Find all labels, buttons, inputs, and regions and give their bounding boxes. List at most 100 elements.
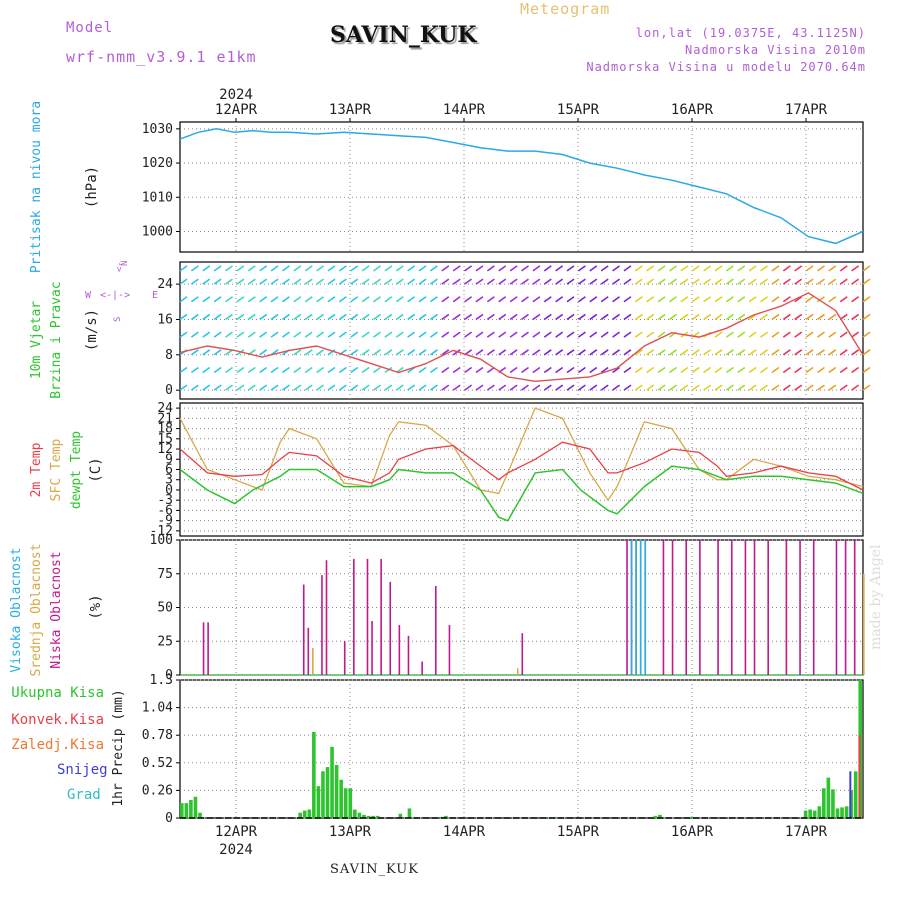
wind-barb bbox=[486, 331, 495, 338]
wind-barb bbox=[817, 313, 825, 321]
top-day-label: 17APR bbox=[785, 102, 828, 118]
wind-barb bbox=[304, 331, 313, 338]
wind-barb bbox=[657, 313, 666, 321]
wind-barb bbox=[270, 366, 279, 374]
wind-barb bbox=[794, 265, 803, 272]
wind-barb bbox=[748, 384, 757, 391]
top-day-label: 15APR bbox=[557, 102, 600, 118]
precip-bar bbox=[849, 771, 852, 818]
wind-barb bbox=[782, 366, 791, 374]
wind-barb bbox=[828, 349, 837, 356]
wind-barb bbox=[589, 313, 598, 321]
wind-barb bbox=[577, 265, 586, 272]
wind-barb bbox=[498, 384, 507, 391]
wind-barb bbox=[748, 296, 757, 303]
wind-barb bbox=[202, 366, 211, 374]
wind-barb bbox=[623, 384, 632, 391]
wind-barb bbox=[225, 265, 233, 272]
wind-barb bbox=[657, 349, 666, 356]
top-year-label: 2024 bbox=[219, 87, 253, 103]
wind-barb bbox=[225, 313, 233, 321]
bottom-day-label: 16APR bbox=[671, 824, 714, 840]
wind-barb bbox=[418, 366, 427, 374]
panel-frame-pressure bbox=[179, 121, 864, 253]
cloud-unit-label: (%) bbox=[88, 594, 104, 619]
wind-barb bbox=[748, 349, 757, 356]
precip-bar bbox=[835, 808, 840, 818]
wind-barb bbox=[179, 278, 188, 285]
wind-barb bbox=[350, 278, 359, 285]
wind-barb bbox=[190, 331, 199, 338]
cloud-bar bbox=[207, 622, 209, 675]
wind-barb bbox=[760, 278, 769, 285]
wind-barb bbox=[669, 366, 677, 374]
wind-barb bbox=[373, 331, 381, 338]
wind-barb bbox=[839, 278, 848, 285]
wind-barb bbox=[304, 296, 313, 303]
precip-bar bbox=[444, 815, 448, 818]
temp-2m-line bbox=[179, 441, 864, 491]
wind-barb bbox=[543, 384, 552, 391]
wind-barb bbox=[714, 331, 723, 338]
wind-barb bbox=[805, 313, 814, 321]
wind-barb bbox=[532, 278, 541, 285]
wind-barb bbox=[259, 278, 268, 285]
wind-barb bbox=[259, 384, 268, 391]
bottom-day-label: 15APR bbox=[557, 824, 600, 840]
wind-barb bbox=[475, 313, 484, 321]
wind-barb bbox=[646, 384, 655, 391]
wind-barb bbox=[589, 331, 598, 338]
precip-bar bbox=[302, 810, 307, 818]
wind-barb bbox=[794, 313, 803, 321]
wind-barb bbox=[281, 384, 290, 391]
wind-barb bbox=[464, 331, 473, 338]
wind-barb bbox=[225, 349, 233, 356]
cloud-ylabel-high: Visoka Oblacnost bbox=[9, 547, 24, 672]
wind-barb bbox=[475, 349, 484, 356]
wind-barb bbox=[714, 366, 723, 374]
wind-barb bbox=[737, 349, 746, 356]
wind-barb bbox=[281, 296, 290, 303]
wind-barb bbox=[839, 349, 848, 356]
y-tick-label: 21 bbox=[157, 411, 173, 426]
wind-barb bbox=[782, 278, 791, 285]
wind-barb bbox=[190, 278, 199, 285]
wind-barb bbox=[669, 384, 677, 391]
wind-barb bbox=[782, 313, 791, 321]
wind-barb bbox=[316, 331, 325, 338]
wind-barb bbox=[600, 278, 609, 285]
wind-barb bbox=[669, 296, 677, 303]
wind-barb bbox=[589, 366, 598, 374]
cloud-bar bbox=[730, 540, 733, 675]
precip-legend-4: Grad bbox=[67, 787, 101, 803]
wind-barb bbox=[521, 313, 529, 321]
wind-barb bbox=[748, 265, 757, 272]
wind-barb bbox=[839, 384, 848, 391]
wind-barb bbox=[350, 296, 359, 303]
wind-barb bbox=[543, 278, 552, 285]
wind-barb bbox=[373, 265, 381, 272]
y-tick-label: 15 bbox=[157, 432, 173, 447]
wind-barb bbox=[646, 265, 655, 272]
wind-barb bbox=[714, 296, 723, 303]
wind-barb bbox=[589, 265, 598, 272]
wind-barb bbox=[771, 384, 780, 391]
wind-barb bbox=[691, 366, 700, 374]
wind-barb bbox=[509, 349, 518, 356]
wind-barb bbox=[293, 313, 302, 321]
wind-barb bbox=[384, 278, 393, 285]
precip-bar bbox=[298, 812, 302, 818]
wind-barb bbox=[407, 296, 416, 303]
wind-barb bbox=[293, 384, 302, 391]
wind-barb bbox=[293, 331, 302, 338]
wind-barb bbox=[566, 349, 575, 356]
wind-barb bbox=[486, 349, 495, 356]
wind-barb bbox=[725, 349, 734, 356]
wind-barb bbox=[589, 349, 598, 356]
wind-barb bbox=[703, 296, 712, 303]
wind-barb bbox=[407, 384, 416, 391]
wind-barb bbox=[532, 296, 541, 303]
wind-barb bbox=[316, 349, 325, 356]
wind-barb bbox=[714, 278, 723, 285]
wind-barb bbox=[464, 278, 473, 285]
